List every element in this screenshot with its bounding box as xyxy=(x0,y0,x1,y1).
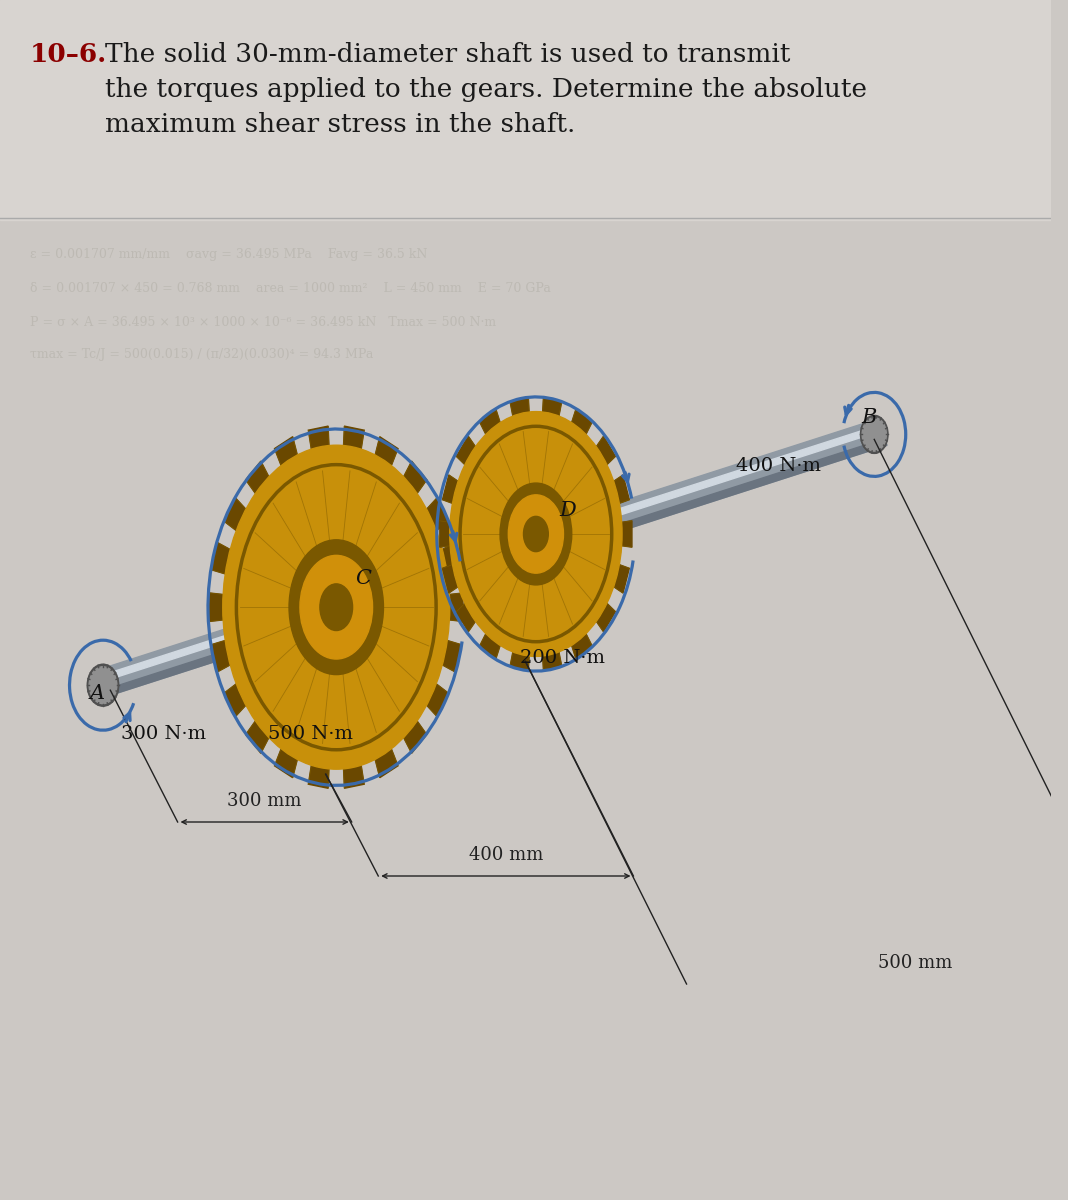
Polygon shape xyxy=(456,604,475,631)
Polygon shape xyxy=(456,437,475,464)
Polygon shape xyxy=(543,397,562,416)
Text: P = σ × A = 36.495 × 10³ × 1000 × 10⁻⁶ = 36.495 kN   Tmax = 500 N·m: P = σ × A = 36.495 × 10³ × 1000 × 10⁻⁶ =… xyxy=(30,316,496,329)
Polygon shape xyxy=(246,461,269,493)
Polygon shape xyxy=(543,652,562,671)
Polygon shape xyxy=(224,498,246,530)
Polygon shape xyxy=(622,521,632,547)
Text: 300 N·m: 300 N·m xyxy=(121,725,206,743)
Polygon shape xyxy=(614,565,629,593)
Polygon shape xyxy=(511,397,529,416)
Ellipse shape xyxy=(89,667,116,703)
Polygon shape xyxy=(375,437,398,466)
Text: 500 N·m: 500 N·m xyxy=(268,725,352,743)
Text: C: C xyxy=(356,569,372,588)
Polygon shape xyxy=(442,565,458,593)
Ellipse shape xyxy=(320,584,352,630)
Polygon shape xyxy=(246,721,269,754)
Text: δ = 0.001707 × 450 = 0.768 mm    area = 1000 mm²    L = 450 mm    E = 70 GPa: δ = 0.001707 × 450 = 0.768 mm area = 100… xyxy=(30,282,550,295)
Polygon shape xyxy=(596,604,615,631)
Ellipse shape xyxy=(500,484,571,584)
Text: A: A xyxy=(90,684,105,703)
Text: 10–6.: 10–6. xyxy=(30,42,107,67)
Ellipse shape xyxy=(450,412,622,656)
Polygon shape xyxy=(344,426,364,449)
Polygon shape xyxy=(309,426,329,449)
Text: 400 N·m: 400 N·m xyxy=(736,456,820,474)
Polygon shape xyxy=(480,409,500,434)
Polygon shape xyxy=(480,634,500,659)
Polygon shape xyxy=(404,461,427,493)
Polygon shape xyxy=(274,749,297,778)
Polygon shape xyxy=(344,766,364,788)
Polygon shape xyxy=(211,542,231,574)
Polygon shape xyxy=(404,721,427,754)
Polygon shape xyxy=(96,419,886,697)
Polygon shape xyxy=(571,409,592,434)
Text: 300 mm: 300 mm xyxy=(227,792,302,810)
Polygon shape xyxy=(511,652,529,671)
Polygon shape xyxy=(375,749,398,778)
Text: D: D xyxy=(559,500,576,520)
Ellipse shape xyxy=(861,415,888,454)
Polygon shape xyxy=(211,641,231,672)
Text: 500 mm: 500 mm xyxy=(878,954,953,972)
Text: τmax = Tc/J = 500(0.015) / (π/32)(0.030)⁴ = 94.3 MPa: τmax = Tc/J = 500(0.015) / (π/32)(0.030)… xyxy=(30,348,373,361)
Polygon shape xyxy=(101,439,886,697)
Polygon shape xyxy=(440,521,450,547)
Polygon shape xyxy=(0,0,1051,220)
Polygon shape xyxy=(426,684,449,716)
Polygon shape xyxy=(97,425,882,683)
Text: ε = 0.001707 mm/mm    σavg = 36.495 MPa    Favg = 36.5 kN: ε = 0.001707 mm/mm σavg = 36.495 MPa Fav… xyxy=(30,248,427,260)
Ellipse shape xyxy=(862,418,886,451)
Text: 400 mm: 400 mm xyxy=(469,846,543,864)
Polygon shape xyxy=(450,593,462,622)
Polygon shape xyxy=(442,641,460,672)
Polygon shape xyxy=(209,593,223,622)
Ellipse shape xyxy=(523,516,548,552)
Polygon shape xyxy=(274,437,297,466)
Polygon shape xyxy=(442,542,460,574)
Ellipse shape xyxy=(289,540,383,674)
Ellipse shape xyxy=(88,664,119,706)
Text: The solid 30-mm-diameter shaft is used to transmit
the torques applied to the ge: The solid 30-mm-diameter shaft is used t… xyxy=(106,42,867,137)
Polygon shape xyxy=(596,437,615,464)
Ellipse shape xyxy=(508,494,564,574)
Ellipse shape xyxy=(223,445,450,769)
Polygon shape xyxy=(309,766,329,788)
Text: B: B xyxy=(862,408,877,427)
Polygon shape xyxy=(224,684,246,716)
Polygon shape xyxy=(571,634,592,659)
Polygon shape xyxy=(614,475,629,503)
Polygon shape xyxy=(442,475,458,503)
Polygon shape xyxy=(426,498,449,530)
Text: 200 N·m: 200 N·m xyxy=(520,648,606,667)
Ellipse shape xyxy=(300,556,373,659)
